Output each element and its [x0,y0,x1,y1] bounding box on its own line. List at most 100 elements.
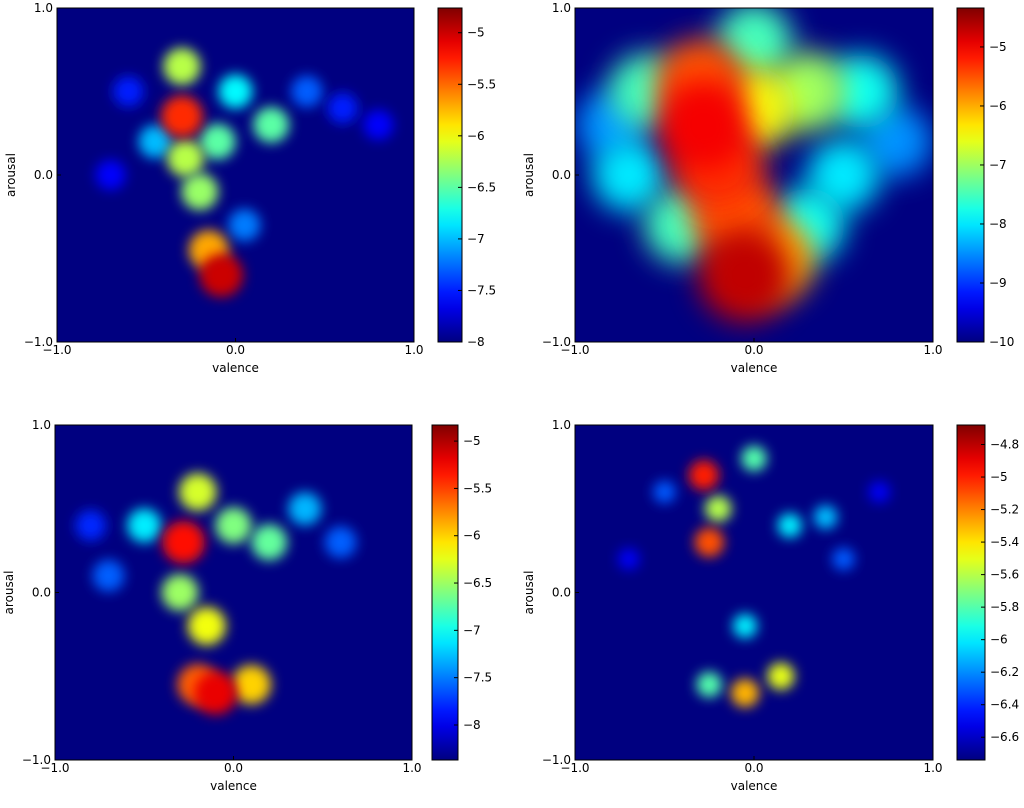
density-spot [215,507,252,544]
x-tick-label: 1.0 [923,343,942,357]
y-tick-label: 0.0 [32,586,51,600]
density-spot [163,47,201,86]
colorbar-tick-label: −6 [989,99,1007,113]
density-spot [92,559,125,592]
density-spot [327,92,358,124]
colorbar-tick-label: −5.4 [990,535,1019,549]
colorbar-tick-label: −7.5 [463,671,492,685]
y-tick-label: 0.0 [552,168,571,182]
colorbar-tick-label: −6 [467,129,485,143]
x-tick-label: 0.0 [744,343,763,357]
density-spot [288,492,322,526]
density-spot [592,138,666,212]
density-spot [138,125,172,159]
x-axis-label: valence [212,361,259,375]
colorbar-tick-label: −6.6 [990,730,1019,744]
density-spot [868,481,890,503]
colorbar-tick-label: −6 [990,633,1008,647]
colorbar-tick-label: −5.5 [463,481,492,495]
heatmap [75,473,357,715]
y-axis-label: arousal [4,153,18,197]
colorbar-tick-label: −6.5 [467,180,496,194]
density-spot [253,107,290,143]
colorbar-tick-label: −5 [990,470,1008,484]
colorbar-tick-label: −5.8 [990,600,1019,614]
x-tick-label: −1.0 [42,343,71,357]
colorbar-tick-label: −5 [467,26,485,40]
y-tick-label: 0.0 [552,586,571,600]
x-tick-label: 0.0 [226,343,245,357]
colorbar-tick-label: −6 [463,529,481,543]
density-spot [291,75,323,108]
colorbar-tick-label: −5.5 [467,77,496,91]
colorbar-tick-label: −5.2 [990,503,1019,517]
density-spot [178,473,217,511]
y-axis-label: arousal [522,153,536,197]
density-spot [199,123,236,160]
density-spot [704,495,732,523]
y-axis-label: arousal [2,571,16,615]
x-tick-label: 1.0 [404,343,423,357]
y-tick-label: 1.0 [552,1,571,15]
density-spot [688,460,719,491]
density-spot [199,253,243,297]
density-spot [187,606,226,646]
heatmap [618,445,890,708]
density-spot [160,95,203,138]
density-spot [777,513,802,538]
density-spot [181,173,219,211]
y-tick-label: 1.0 [34,1,53,15]
y-tick-label: 1.0 [32,418,51,432]
y-tick-label: 0.0 [34,168,53,182]
heatmap [95,47,394,297]
colorbar-tick-label: −7 [467,232,485,246]
x-tick-label: −1.0 [560,343,589,357]
density-spot [113,76,144,107]
colorbar-tick-label: −5 [989,40,1007,54]
density-spot [95,159,126,191]
y-tick-label: −1.0 [24,335,53,349]
density-spot [231,665,271,705]
plot-background [575,425,933,760]
y-tick-label: −1.0 [542,753,571,767]
y-axis-label: arousal [522,571,536,615]
density-spot [694,527,725,558]
density-spot [161,574,199,611]
x-tick-label: −1.0 [40,761,69,775]
density-spot [813,505,838,529]
density-spot [730,678,760,708]
colorbar-tick-label: −7.5 [467,283,496,297]
colorbar-tick-label: −6.2 [990,665,1019,679]
plot-background [55,425,412,760]
colorbar-tick-label: −8 [989,217,1007,231]
density-spot [228,209,261,242]
density-spot [251,524,288,561]
density-spot [363,109,394,140]
colorbar-tick-label: −8 [463,718,481,732]
y-tick-label: −1.0 [542,335,571,349]
colorbar-tick-label: −5 [463,434,481,448]
density-spot [218,74,253,109]
x-tick-label: −1.0 [560,761,589,775]
colorbar-tick-label: −8 [467,335,485,349]
density-spot [832,547,855,571]
density-spot [862,106,932,177]
colorbar-tick-label: −10 [989,335,1014,349]
density-spot [653,480,676,504]
colorbar [956,424,986,761]
x-axis-label: valence [210,779,257,793]
x-axis-label: valence [731,779,778,793]
x-axis-label: valence [731,361,778,375]
colorbar-tick-label: −6.4 [990,698,1019,712]
colorbar-tick-label: −6.5 [463,576,492,590]
colorbar-tick-label: −7 [989,158,1007,172]
x-tick-label: 0.0 [744,761,763,775]
density-spot [767,662,795,690]
density-spot [696,671,722,698]
density-spot [741,445,767,472]
density-spot [324,526,357,559]
density-spot [127,508,162,543]
colorbar [956,7,985,343]
heatmap [576,8,932,323]
